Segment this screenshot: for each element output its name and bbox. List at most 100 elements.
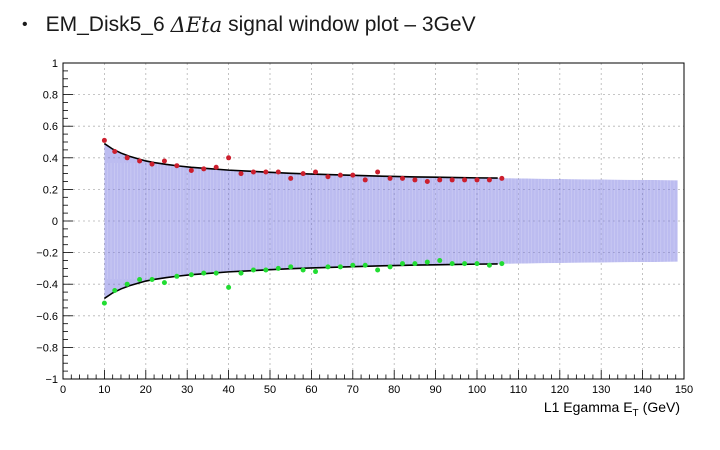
data-point-s0-15 [288,175,294,181]
tick-labels: 0 10 20 30 40 50 60 70 80 90 100 110 120 130 140 150−1−… [36,58,693,396]
data-point-s0-29 [462,177,468,183]
data-point-s0-16 [300,171,306,177]
data-point-s0-24 [399,175,405,181]
data-point-s1-28 [449,261,455,267]
x-axis-label-main: L1 Egamma E [544,399,633,415]
x-tick-label-9: 90 [429,384,441,396]
data-point-s0-0 [101,137,107,143]
x-tick-label-10: 100 [468,384,486,396]
data-point-s1-17 [313,269,319,275]
data-point-s1-14 [275,265,281,271]
data-point-s0-10 [226,155,232,161]
x-tick-label-4: 40 [222,384,234,396]
slide-title: • EM_Disk5_6 ΔEta signal window plot – 3… [22,8,476,42]
x-tick-label-12: 120 [551,384,569,396]
data-point-s1-5 [161,280,167,286]
data-point-s1-3 [137,276,143,282]
data-point-s0-18 [325,174,331,180]
y-tick-label-1: −0.8 [36,342,58,354]
data-point-s1-26 [424,259,430,265]
data-point-s1-9 [213,270,219,276]
x-tick-label-1: 10 [98,384,110,396]
y-tick-label-3: −0.4 [36,279,58,291]
y-tick-label-2: −0.6 [36,311,58,323]
x-tick-label-0: 0 [60,384,66,396]
data-point-s0-14 [275,169,281,175]
title-math: ΔEta [170,13,223,37]
data-point-s0-26 [424,179,430,184]
x-tick-label-11: 110 [510,384,528,396]
data-point-s1-22 [375,267,381,273]
data-point-s0-30 [474,177,480,183]
signal-window-band [104,143,678,299]
data-point-s0-4 [149,161,155,167]
data-point-s0-3 [137,158,143,164]
data-point-s1-16 [300,267,306,273]
data-point-s1-18 [325,264,331,270]
data-point-s1-7 [188,272,194,278]
data-point-s1-32 [499,261,505,267]
data-point-s0-6 [174,163,180,169]
signal-window-area [104,143,678,299]
data-point-s0-22 [375,169,381,175]
data-point-s1-25 [412,261,418,267]
x-tick-label-2: 20 [140,384,152,396]
title-suffix: signal window plot – 3GeV [228,13,476,36]
data-point-s1-31 [486,262,492,268]
data-point-s0-2 [124,155,130,161]
data-point-s1-11 [238,270,244,276]
fit-curve-upper [103,142,498,179]
x-axis-title: L1 Egamma ET (GeV) [544,399,680,419]
data-point-s0-31 [486,177,492,183]
x-tick-label-5: 50 [264,384,276,396]
x-tick-label-13: 130 [592,384,610,396]
y-tick-label-5: 0 [52,216,58,228]
data-point-s1-0 [101,300,107,306]
data-point-s0-23 [387,175,393,181]
title-bullet: • [22,16,28,33]
data-point-s0-27 [437,177,443,183]
y-tick-label-7: 0.4 [43,153,58,165]
data-point-s0-1 [112,148,118,154]
y-tick-label-10: 1 [52,58,58,70]
data-point-s1-30 [474,261,480,267]
data-point-s0-7 [188,167,194,173]
x-tick-label-3: 30 [181,384,193,396]
x-axis-label-sub: T [633,408,639,419]
data-point-s1-19 [337,264,343,270]
data-point-s1-15 [288,264,294,270]
data-point-s0-19 [337,172,343,178]
data-point-s0-5 [161,158,167,164]
data-point-s0-17 [313,169,319,175]
data-point-s1-4 [149,276,155,282]
data-point-s1-10 [226,284,232,290]
x-tick-label-6: 60 [305,384,317,396]
data-point-s1-29 [462,261,468,267]
x-tick-label-15: 150 [675,384,693,396]
grid-lines [63,63,684,379]
title-prefix: EM_Disk5_6 [45,13,165,36]
data-point-s0-13 [263,169,269,175]
data-point-s0-25 [412,177,418,183]
data-point-s0-8 [201,166,207,172]
data-point-s1-12 [250,267,256,273]
data-points [101,137,505,306]
y-tick-label-9: 0.8 [43,90,58,102]
y-tick-label-4: −0.2 [36,248,58,260]
data-point-s1-13 [263,267,269,273]
x-axis-label-unit: (GeV) [643,399,680,415]
data-point-s1-8 [201,270,207,276]
x-tick-label-7: 70 [347,384,359,396]
data-point-s0-9 [213,164,219,170]
data-point-s1-1 [112,288,118,294]
data-point-s1-27 [437,258,443,263]
data-point-s0-12 [250,169,256,175]
y-tick-label-0: −1 [45,374,58,386]
data-point-s1-20 [350,262,356,268]
data-point-s0-11 [238,171,244,177]
x-tick-label-14: 140 [633,384,651,396]
data-point-s0-21 [362,177,368,183]
data-point-s0-28 [449,177,455,183]
y-tick-label-6: 0.2 [43,184,58,196]
